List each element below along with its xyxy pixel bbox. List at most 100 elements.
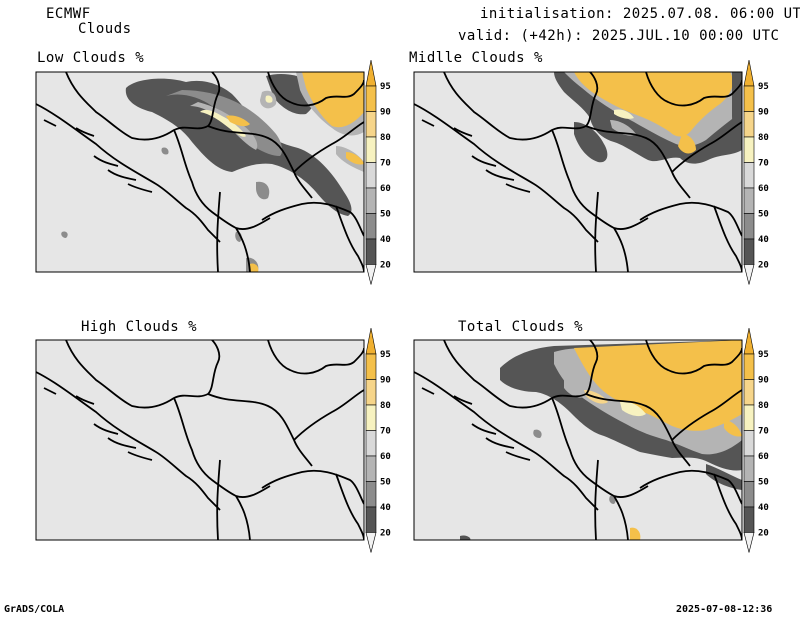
- border-line: [453, 395, 473, 405]
- colorbar-label: 40: [758, 235, 769, 245]
- colorbar-segment: [743, 506, 755, 533]
- border-line: [585, 125, 691, 199]
- colorbar-label: 50: [380, 210, 391, 220]
- cloud-field: [706, 464, 742, 490]
- colorbar-label: 40: [380, 235, 391, 245]
- colorbar-label: 80: [758, 133, 769, 143]
- border-line: [36, 371, 221, 511]
- colorbar-segment: [365, 162, 377, 189]
- border-line: [453, 127, 473, 137]
- cloud-field: [161, 147, 169, 155]
- cloud-field: [61, 231, 68, 238]
- border-line: [713, 205, 742, 272]
- map-frame: [413, 71, 743, 273]
- colorbar-label: 20: [758, 261, 769, 271]
- panel-title-total: Total Clouds %: [458, 319, 584, 335]
- colorbar-label: 20: [758, 529, 769, 539]
- colorbar: 95 90 80 70 60 50 40 20: [365, 59, 391, 285]
- panel-title-low: Low Clouds %: [37, 50, 145, 66]
- colorbar-label: 60: [758, 452, 769, 462]
- colorbar: 95 90 80 70 60 50 40 20: [743, 59, 769, 285]
- colorbar-segment: [365, 85, 377, 112]
- border-line: [414, 371, 599, 511]
- colorbar-label: 95: [758, 350, 769, 360]
- colorbar-label: 70: [758, 427, 769, 437]
- border-line: [107, 437, 137, 449]
- colorbar-segment: [365, 430, 377, 457]
- colorbar-bottom-triangle: [743, 264, 755, 285]
- colorbar-segment: [743, 85, 755, 112]
- colorbar-segment: [743, 455, 755, 482]
- border-line: [471, 423, 497, 435]
- border-line: [671, 121, 742, 173]
- border-line: [551, 129, 649, 230]
- border-line: [43, 387, 57, 395]
- border-line: [261, 201, 364, 237]
- border-line: [645, 72, 742, 107]
- cloud-field: [265, 95, 273, 103]
- colorbar-segment: [743, 353, 755, 380]
- border-line: [127, 183, 153, 193]
- colorbar-label: 60: [758, 184, 769, 194]
- border-line: [216, 459, 221, 540]
- border-line: [414, 103, 599, 243]
- colorbar-label: 50: [758, 478, 769, 488]
- colorbar-segment: [365, 111, 377, 138]
- border-line: [485, 437, 515, 449]
- cloud-field: [250, 263, 259, 272]
- border-line: [293, 121, 364, 173]
- map-frame: [35, 71, 365, 273]
- border-line: [127, 451, 153, 461]
- colorbar-bottom-triangle: [365, 532, 377, 553]
- border-line: [261, 469, 364, 505]
- colorbar-segment: [743, 136, 755, 163]
- init-time: initialisation: 2025.07.08. 06:00 UTC: [480, 6, 800, 22]
- colorbar-segment: [365, 404, 377, 431]
- border-line: [505, 183, 531, 193]
- colorbar-segment: [743, 213, 755, 240]
- border-line: [671, 389, 742, 441]
- border-line: [173, 397, 271, 498]
- border-line: [75, 395, 95, 405]
- colorbar-label: 20: [380, 261, 391, 271]
- border-line: [335, 473, 364, 540]
- border-line: [207, 393, 313, 467]
- colorbar: 95 90 80 70 60 50 40 20: [365, 327, 391, 553]
- border-line: [173, 129, 271, 230]
- model-label: ECMWF: [46, 6, 91, 22]
- colorbar-bottom-triangle: [365, 264, 377, 285]
- border-line: [107, 169, 137, 181]
- border-line: [216, 191, 221, 272]
- border-line: [293, 389, 364, 441]
- colorbar-segment: [365, 455, 377, 482]
- colorbar-label: 90: [380, 376, 391, 386]
- footer-timestamp: 2025-07-08-12:36: [676, 604, 773, 615]
- colorbar-top-triangle: [743, 327, 755, 355]
- cloud-field: [125, 78, 352, 216]
- cloud-field: [614, 109, 634, 119]
- valid-time: valid: (+42h): 2025.JUL.10 00:00 UTC: [458, 28, 780, 44]
- cloud-field: [200, 109, 246, 137]
- colorbar-segment: [365, 136, 377, 163]
- cloud-field: [256, 181, 270, 200]
- colorbar-label: 20: [380, 529, 391, 539]
- colorbar-segment: [743, 111, 755, 138]
- cloud-field: [678, 134, 696, 154]
- border-line: [267, 340, 364, 375]
- colorbar-top-triangle: [743, 59, 755, 87]
- border-line: [421, 119, 435, 127]
- colorbar-label: 50: [758, 210, 769, 220]
- border-line: [93, 423, 119, 435]
- cloud-field: [620, 401, 646, 417]
- cloud-field: [226, 115, 250, 127]
- border-line: [93, 155, 119, 167]
- cloud-field: [610, 120, 636, 136]
- map-middle-clouds: 95 90 80 70 60 50 40 20: [413, 59, 769, 285]
- cloud-field: [533, 429, 542, 438]
- colorbar-segment: [743, 404, 755, 431]
- cloud-field: [346, 152, 364, 165]
- colorbar-label: 90: [758, 108, 769, 118]
- colorbar-label: 60: [380, 452, 391, 462]
- map-frame: [35, 339, 365, 541]
- colorbar-label: 40: [758, 503, 769, 513]
